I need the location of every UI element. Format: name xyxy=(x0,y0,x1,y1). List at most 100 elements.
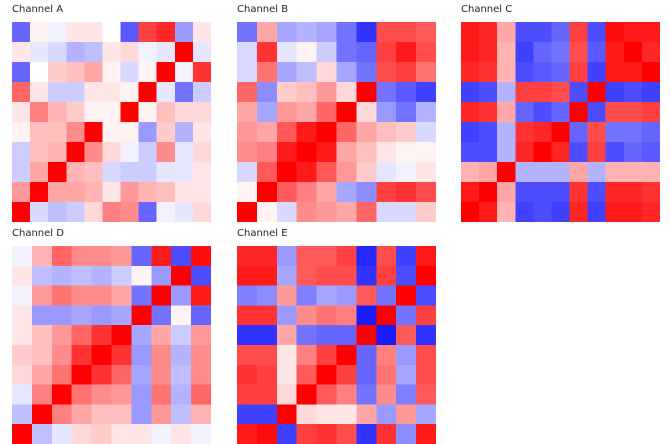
heatmap-cell xyxy=(316,122,337,143)
heatmap-cell xyxy=(256,424,278,444)
heatmap-cell xyxy=(416,246,436,267)
heatmap-cell xyxy=(296,345,317,366)
heatmap-cell xyxy=(191,285,211,306)
heatmap-cell xyxy=(256,345,278,366)
heatmap-cell xyxy=(237,424,258,444)
heatmap-cell xyxy=(316,325,337,346)
heatmap-cell xyxy=(174,42,194,63)
heatmap-cell xyxy=(111,285,132,306)
heatmap-cell xyxy=(316,162,337,183)
heatmap-cell xyxy=(31,364,53,385)
heatmap-cell xyxy=(569,82,589,103)
heatmap-cell xyxy=(171,325,192,346)
heatmap-cell xyxy=(416,325,436,346)
heatmap-cell xyxy=(156,142,176,163)
heatmap-cell xyxy=(138,22,158,43)
heatmap-cell xyxy=(48,142,67,163)
heatmap-cell xyxy=(237,82,258,103)
heatmap-cell xyxy=(316,182,337,203)
heatmap-cell xyxy=(191,305,211,326)
heatmap-cell xyxy=(131,364,152,385)
heatmap-cell xyxy=(31,305,53,326)
heatmap-cell xyxy=(336,182,357,203)
heatmap-cell xyxy=(151,305,172,326)
heatmap-cell xyxy=(237,162,258,183)
heatmap-cell xyxy=(497,102,516,123)
heatmap-cell xyxy=(497,82,516,103)
heatmap-cell xyxy=(120,142,140,163)
heatmap-cell xyxy=(416,305,436,326)
heatmap-cell xyxy=(396,122,417,143)
heatmap-cell xyxy=(84,42,103,63)
heatmap-cell xyxy=(51,305,73,326)
heatmap-cell xyxy=(48,162,67,183)
heatmap-cell xyxy=(376,142,397,163)
heatmap-cell xyxy=(66,122,85,143)
heatmap-cell xyxy=(515,202,534,222)
heatmap-cell xyxy=(30,82,49,103)
heatmap-cell xyxy=(376,122,397,143)
heatmap-cell xyxy=(479,162,498,183)
heatmap-cell xyxy=(174,22,194,43)
heatmap-cell xyxy=(91,305,112,326)
heatmap-cell xyxy=(138,182,158,203)
heatmap-cell xyxy=(237,305,258,326)
heatmap-cell xyxy=(316,142,337,163)
heatmap-cell xyxy=(51,404,73,425)
heatmap-cell xyxy=(71,345,92,366)
heatmap-cell xyxy=(533,82,552,103)
heatmap-cell xyxy=(191,345,211,366)
heatmap-cell xyxy=(51,384,73,405)
heatmap-cell xyxy=(66,202,85,222)
heatmap-cell xyxy=(497,142,516,163)
heatmap-cell xyxy=(316,384,337,405)
heatmap-cell xyxy=(376,285,397,306)
heatmap-cell xyxy=(174,182,194,203)
heatmap-cell xyxy=(605,122,625,143)
heatmap-cell xyxy=(479,202,498,222)
heatmap-cell xyxy=(30,162,49,183)
heatmap-cell xyxy=(396,82,417,103)
heatmap-cell xyxy=(497,42,516,63)
heatmap-cell xyxy=(336,142,357,163)
heatmap-cell xyxy=(641,22,660,43)
heatmap-cell xyxy=(256,202,278,222)
heatmap-channel-b xyxy=(237,22,436,222)
heatmap-cell xyxy=(256,364,278,385)
heatmap-cell xyxy=(296,424,317,444)
heatmap-cell xyxy=(376,62,397,83)
heatmap-cell xyxy=(276,162,298,183)
heatmap-cell xyxy=(138,122,158,143)
heatmap-cell xyxy=(396,102,417,123)
heatmap-cell xyxy=(587,122,607,143)
heatmap-cell xyxy=(151,246,172,267)
heatmap-cell xyxy=(91,404,112,425)
heatmap-cell xyxy=(276,285,298,306)
heatmap-cell xyxy=(151,325,172,346)
heatmap-cell xyxy=(111,325,132,346)
heatmap-cell xyxy=(12,62,31,83)
heatmap-cell xyxy=(12,162,31,183)
heatmap-cell xyxy=(376,162,397,183)
heatmap-cell xyxy=(51,246,73,267)
heatmap-cell xyxy=(192,42,211,63)
heatmap-cell xyxy=(623,122,643,143)
heatmap-cell xyxy=(551,42,570,63)
heatmap-cell xyxy=(237,265,258,286)
heatmap-cell xyxy=(66,62,85,83)
heatmap-cell xyxy=(84,62,103,83)
heatmap-cell xyxy=(623,82,643,103)
heatmap-cell xyxy=(151,404,172,425)
heatmap-cell xyxy=(316,305,337,326)
heatmap-cell xyxy=(31,285,53,306)
heatmap-cell xyxy=(569,102,589,123)
heatmap-cell xyxy=(120,202,140,222)
heatmap-cell xyxy=(138,162,158,183)
heatmap-cell xyxy=(641,82,660,103)
heatmap-cell xyxy=(12,22,31,43)
heatmap-cell xyxy=(296,246,317,267)
heatmap-cell xyxy=(316,404,337,425)
heatmap-cell xyxy=(12,82,31,103)
heatmap-cell xyxy=(191,424,211,444)
heatmap-cell xyxy=(461,122,480,143)
